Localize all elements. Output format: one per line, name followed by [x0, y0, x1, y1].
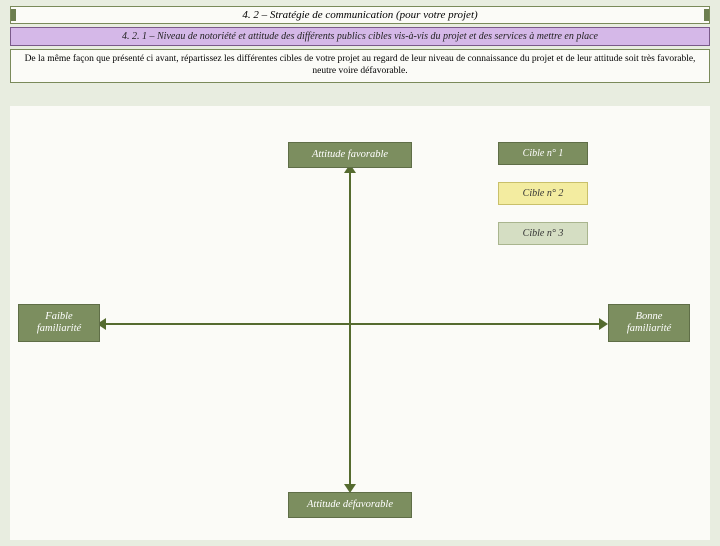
axis-label-bottom-text: Attitude défavorable: [307, 499, 393, 510]
axis-label-top: Attitude favorable: [288, 142, 412, 168]
axis-label-left: Faible familiarité: [18, 304, 100, 342]
subsection-title: 4. 2. 1 – Niveau de notoriété et attitud…: [122, 31, 598, 42]
description-box: De la même façon que présenté ci avant, …: [10, 49, 710, 83]
description-text: De la même façon que présenté ci avant, …: [25, 54, 696, 76]
axis-label-left-text: Faible familiarité: [37, 311, 81, 334]
vertical-axis: [349, 171, 351, 486]
quadrant-canvas: Attitude favorable Attitude défavorable …: [10, 106, 710, 540]
arrow-right-icon: [599, 318, 608, 330]
horizontal-axis: [105, 323, 600, 325]
legend-item-2: Cible n° 2: [498, 182, 588, 205]
section-header: 4. 2 – Stratégie de communication (pour …: [10, 6, 710, 24]
axis-label-top-text: Attitude favorable: [312, 149, 388, 160]
axis-label-right-text: Bonne familiarité: [627, 311, 671, 334]
legend-item-3: Cible n° 3: [498, 222, 588, 245]
subsection-banner: 4. 2. 1 – Niveau de notoriété et attitud…: [10, 27, 710, 46]
section-header-title: 4. 2 – Stratégie de communication (pour …: [242, 9, 477, 21]
legend-item-1: Cible n° 1: [498, 142, 588, 165]
axis-label-bottom: Attitude défavorable: [288, 492, 412, 518]
legend-item-2-label: Cible n° 2: [523, 188, 564, 199]
axis-label-right: Bonne familiarité: [608, 304, 690, 342]
legend-item-3-label: Cible n° 3: [523, 228, 564, 239]
legend-item-1-label: Cible n° 1: [523, 148, 564, 159]
